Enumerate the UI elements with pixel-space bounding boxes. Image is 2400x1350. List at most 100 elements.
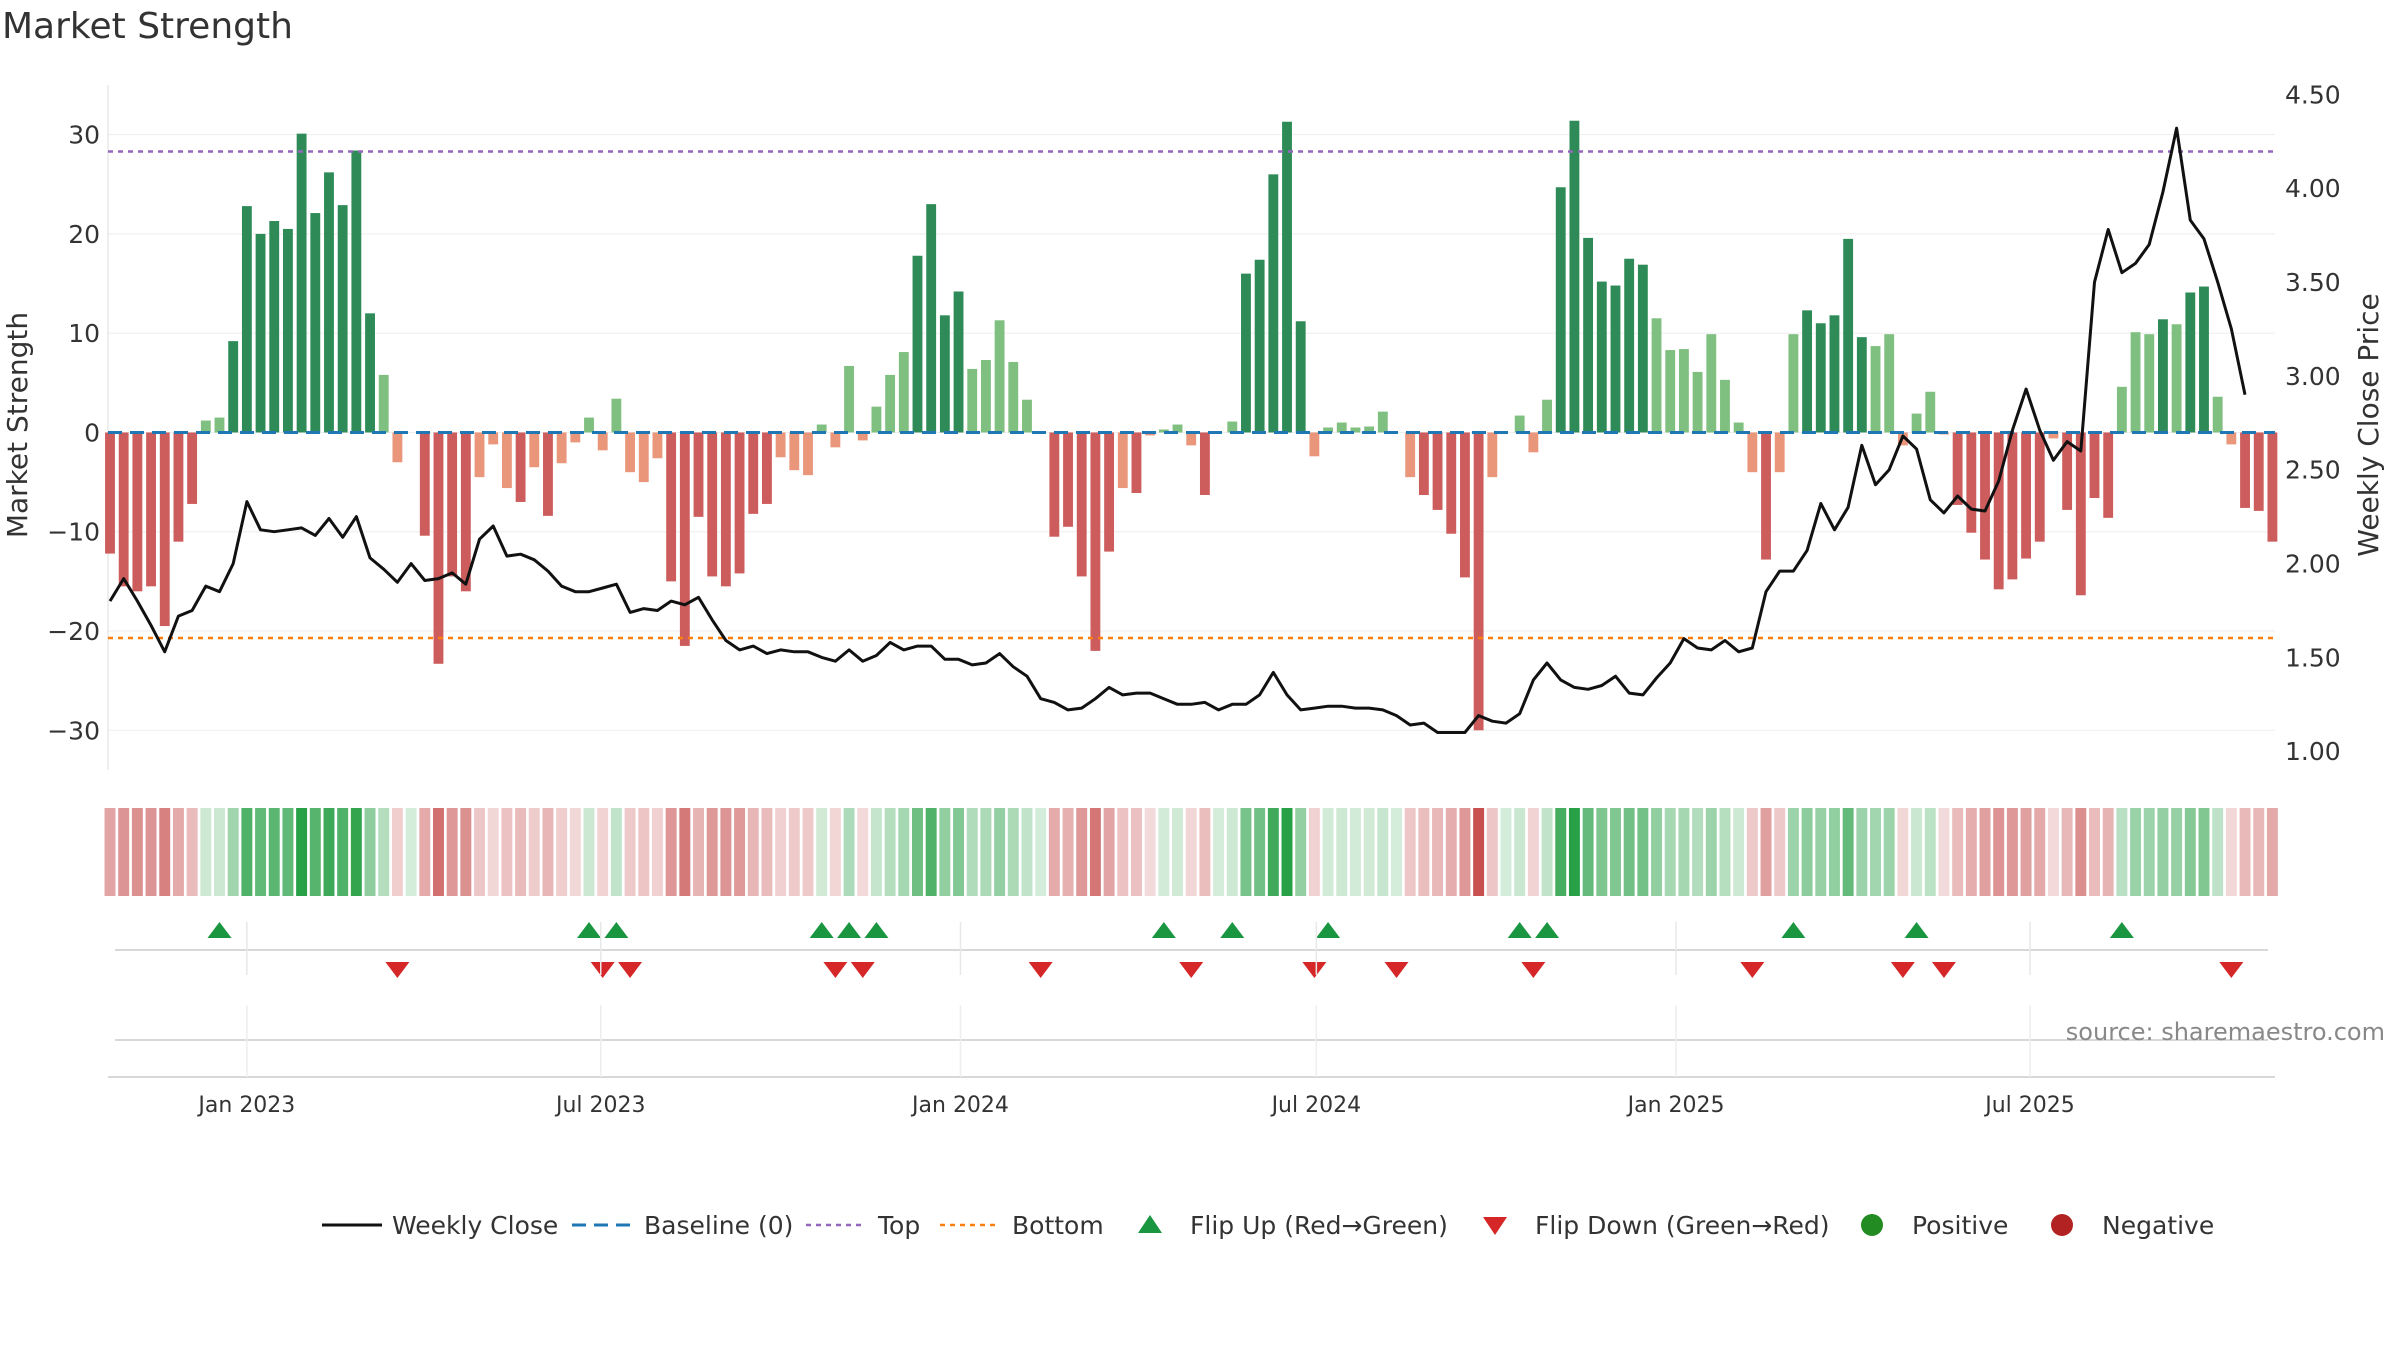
strength-bar <box>1350 427 1361 433</box>
strip-cell <box>734 808 746 896</box>
strength-bar <box>844 365 854 433</box>
strength-bar <box>1747 432 1758 473</box>
strip-cell <box>1582 808 1594 896</box>
strip-cell <box>1774 808 1786 896</box>
strength-bar <box>556 432 567 464</box>
strength-bar <box>666 432 677 582</box>
legend-label: Flip Up (Red→Green) <box>1190 1211 1448 1240</box>
strength-bar <box>2267 432 2278 542</box>
strength-bar <box>1884 334 1895 433</box>
strip-cell <box>1842 808 1854 896</box>
strip-cell <box>1651 808 1663 896</box>
strength-bar <box>1158 429 1169 433</box>
strip-cell <box>405 808 417 896</box>
strength-bar <box>638 432 649 483</box>
strip-cell <box>2047 808 2059 896</box>
legend-label: Weekly Close <box>392 1211 558 1240</box>
strength-bar <box>1282 121 1292 433</box>
strip-cell <box>378 808 390 896</box>
strength-bar <box>1227 421 1238 433</box>
strip-cell <box>268 808 280 896</box>
strength-bar <box>1788 334 1799 433</box>
strength-bar <box>748 432 759 514</box>
strip-cell <box>1924 808 1936 896</box>
strip-cell <box>2102 808 2114 896</box>
legend-swatch-flip-down <box>1483 1217 1507 1235</box>
strip-cell <box>1473 808 1485 896</box>
strength-bar <box>1172 424 1183 433</box>
strength-bar <box>2199 286 2209 433</box>
strip-cell <box>1678 808 1690 896</box>
strength-bar <box>419 432 430 536</box>
strip-cell <box>432 808 444 896</box>
strip-cell <box>1801 808 1813 896</box>
strip-cell <box>118 808 130 896</box>
strip-cell <box>1021 808 1033 896</box>
flip-down-marker <box>1521 962 1546 978</box>
legend-swatch-negative <box>2051 1214 2073 1236</box>
strip-cell <box>816 808 828 896</box>
flip-down-marker <box>385 962 410 978</box>
strength-bar <box>1583 237 1594 433</box>
strip-cell <box>1459 808 1471 896</box>
strip-cell <box>1445 808 1457 896</box>
strip-cell <box>159 808 171 896</box>
strength-bar <box>365 313 375 433</box>
strip-cell <box>583 808 595 896</box>
strength-bar <box>1774 432 1785 473</box>
strip-cell <box>857 808 869 896</box>
strength-bar <box>378 374 389 433</box>
y-tick-label: −30 <box>47 716 100 745</box>
strip-cell <box>693 808 704 896</box>
strength-bar <box>1432 432 1443 510</box>
strip-cell <box>419 808 431 896</box>
strip-cell <box>2020 808 2032 896</box>
strip-cell <box>1322 808 1334 896</box>
strip-cell <box>1610 808 1621 896</box>
strip-cell <box>1883 808 1895 896</box>
strength-bar <box>611 398 622 433</box>
strip-cell <box>1555 808 1567 896</box>
strip-cell <box>1637 808 1649 896</box>
legend-swatch-positive <box>1861 1214 1883 1236</box>
flip-up-marker <box>837 922 862 938</box>
strength-bar <box>1596 281 1607 433</box>
chart-title: Market Strength <box>2 6 293 47</box>
strip-cell <box>2034 808 2046 896</box>
legend-label: Bottom <box>1012 1211 1104 1240</box>
strip-cell <box>227 808 239 896</box>
strength-bar <box>980 359 991 433</box>
strength-bar <box>803 432 813 476</box>
strength-bar <box>2103 432 2114 518</box>
strength-bar <box>543 432 553 516</box>
strip-cell <box>515 808 527 896</box>
strength-bar <box>1610 285 1621 433</box>
strength-bar <box>1460 432 1470 578</box>
strip-cell <box>706 808 718 896</box>
strength-bar <box>597 432 608 451</box>
strip-cell <box>2089 808 2100 896</box>
strip-cell <box>2225 808 2237 896</box>
flip-markers <box>115 922 2268 978</box>
strip-cell <box>2130 808 2142 896</box>
strip-cell <box>1254 808 1266 896</box>
strip-cell <box>1760 808 1772 896</box>
strength-bar <box>2062 432 2073 510</box>
strip-cell <box>1746 808 1758 896</box>
strength-bar <box>967 368 978 433</box>
strip-cell <box>1363 808 1375 896</box>
strength-bar <box>1022 399 1032 433</box>
strip-cell <box>131 808 143 896</box>
strength-bar <box>857 432 868 441</box>
strength-bar <box>1761 432 1771 560</box>
strength-bar <box>570 432 581 443</box>
strip-cell <box>1692 808 1704 896</box>
strip-cell <box>1815 808 1827 896</box>
strength-bar <box>1624 258 1635 433</box>
x-tick-label: Jan 2025 <box>1626 1093 1725 1118</box>
strip-cell <box>912 808 923 896</box>
strength-bar <box>132 432 143 592</box>
strip-cell <box>1144 808 1156 896</box>
strength-bar <box>1336 422 1347 433</box>
